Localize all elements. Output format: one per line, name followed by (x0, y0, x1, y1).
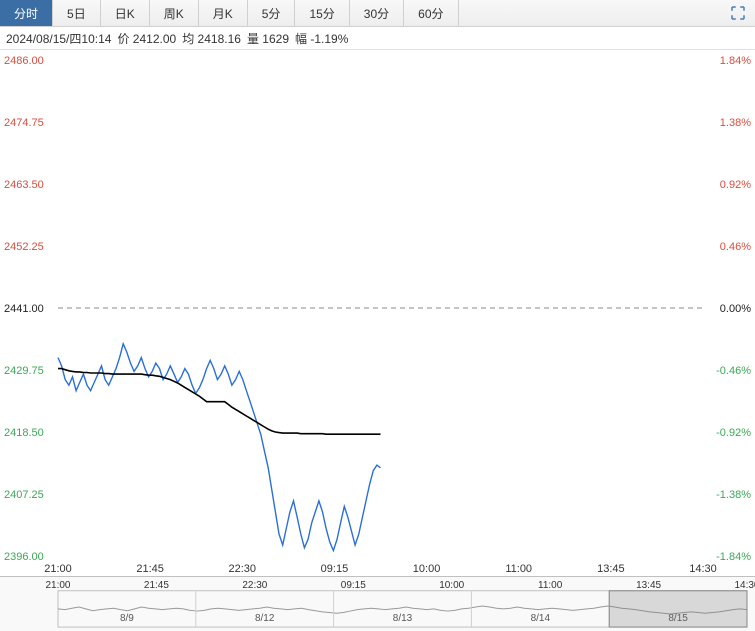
svg-text:8/13: 8/13 (393, 613, 413, 624)
svg-text:1.84%: 1.84% (720, 55, 751, 67)
vol-label: 量 1629 (247, 30, 289, 47)
svg-text:10:00: 10:00 (439, 580, 464, 591)
svg-text:11:00: 11:00 (538, 580, 563, 591)
info-bar: 2024/08/15/四10:14 价 2412.00 均 2418.16 量 … (0, 27, 755, 49)
pct-label: 幅 -1.19% (295, 30, 348, 47)
svg-text:2429.75: 2429.75 (4, 365, 44, 377)
svg-text:14:30: 14:30 (735, 580, 755, 591)
price-label: 价 2412.00 (117, 30, 176, 47)
svg-text:8/14: 8/14 (531, 613, 551, 624)
svg-text:2407.25: 2407.25 (4, 489, 44, 501)
svg-text:2486.00: 2486.00 (4, 55, 44, 67)
datetime-text: 2024/08/15/四10:14 (6, 30, 111, 47)
tab-5日[interactable]: 5日 (53, 0, 101, 26)
tab-5分[interactable]: 5分 (248, 0, 296, 26)
svg-text:0.00%: 0.00% (720, 303, 751, 315)
svg-text:22:30: 22:30 (242, 580, 267, 591)
svg-text:21:45: 21:45 (136, 563, 164, 575)
avg-label: 均 2418.16 (182, 30, 241, 47)
svg-text:14:30: 14:30 (689, 563, 717, 575)
svg-text:21:00: 21:00 (46, 580, 71, 591)
tab-日K[interactable]: 日K (101, 0, 150, 26)
tab-30分[interactable]: 30分 (350, 0, 404, 26)
svg-text:1.38%: 1.38% (720, 117, 751, 129)
svg-text:-1.84%: -1.84% (716, 551, 751, 563)
svg-text:2418.50: 2418.50 (4, 427, 44, 439)
svg-text:2452.25: 2452.25 (4, 241, 44, 253)
svg-text:2474.75: 2474.75 (4, 117, 44, 129)
main-chart[interactable]: 2486.00 2474.75 2463.50 2452.25 2441.00 2429.… (0, 49, 755, 576)
svg-text:8/9: 8/9 (120, 613, 134, 624)
tab-周K[interactable]: 周K (150, 0, 199, 26)
svg-text:09:15: 09:15 (341, 580, 366, 591)
svg-text:-0.92%: -0.92% (716, 427, 751, 439)
svg-text:2463.50: 2463.50 (4, 179, 44, 191)
svg-text:21:00: 21:00 (44, 563, 72, 575)
svg-text:8/12: 8/12 (255, 613, 274, 624)
svg-text:0.92%: 0.92% (720, 179, 751, 191)
svg-text:0.46%: 0.46% (720, 241, 751, 253)
navigator-window[interactable] (609, 591, 747, 627)
svg-text:-1.38%: -1.38% (716, 489, 751, 501)
svg-text:10:00: 10:00 (413, 563, 441, 575)
price-line (58, 344, 381, 551)
tab-60分[interactable]: 60分 (404, 0, 458, 26)
svg-text:11:00: 11:00 (505, 563, 532, 575)
svg-text:22:30: 22:30 (229, 563, 257, 575)
svg-text:2396.00: 2396.00 (4, 551, 44, 563)
tab-bar: 分时5日日K周K月K5分15分30分60分 (0, 0, 755, 27)
avg-line (58, 369, 381, 435)
tab-月K[interactable]: 月K (199, 0, 248, 26)
tab-分时[interactable]: 分时 (0, 0, 53, 26)
svg-text:21:45: 21:45 (144, 580, 169, 591)
svg-text:13:45: 13:45 (636, 580, 661, 591)
svg-text:09:15: 09:15 (321, 563, 349, 575)
svg-text:-0.46%: -0.46% (716, 365, 751, 377)
fullscreen-icon[interactable] (729, 4, 747, 22)
tab-15分[interactable]: 15分 (295, 0, 349, 26)
svg-text:2441.00: 2441.00 (4, 303, 44, 315)
navigator-chart[interactable]: 21:00 21:45 22:30 09:15 10:00 11:00 13:45 14:30… (0, 576, 755, 631)
svg-text:13:45: 13:45 (597, 563, 625, 575)
